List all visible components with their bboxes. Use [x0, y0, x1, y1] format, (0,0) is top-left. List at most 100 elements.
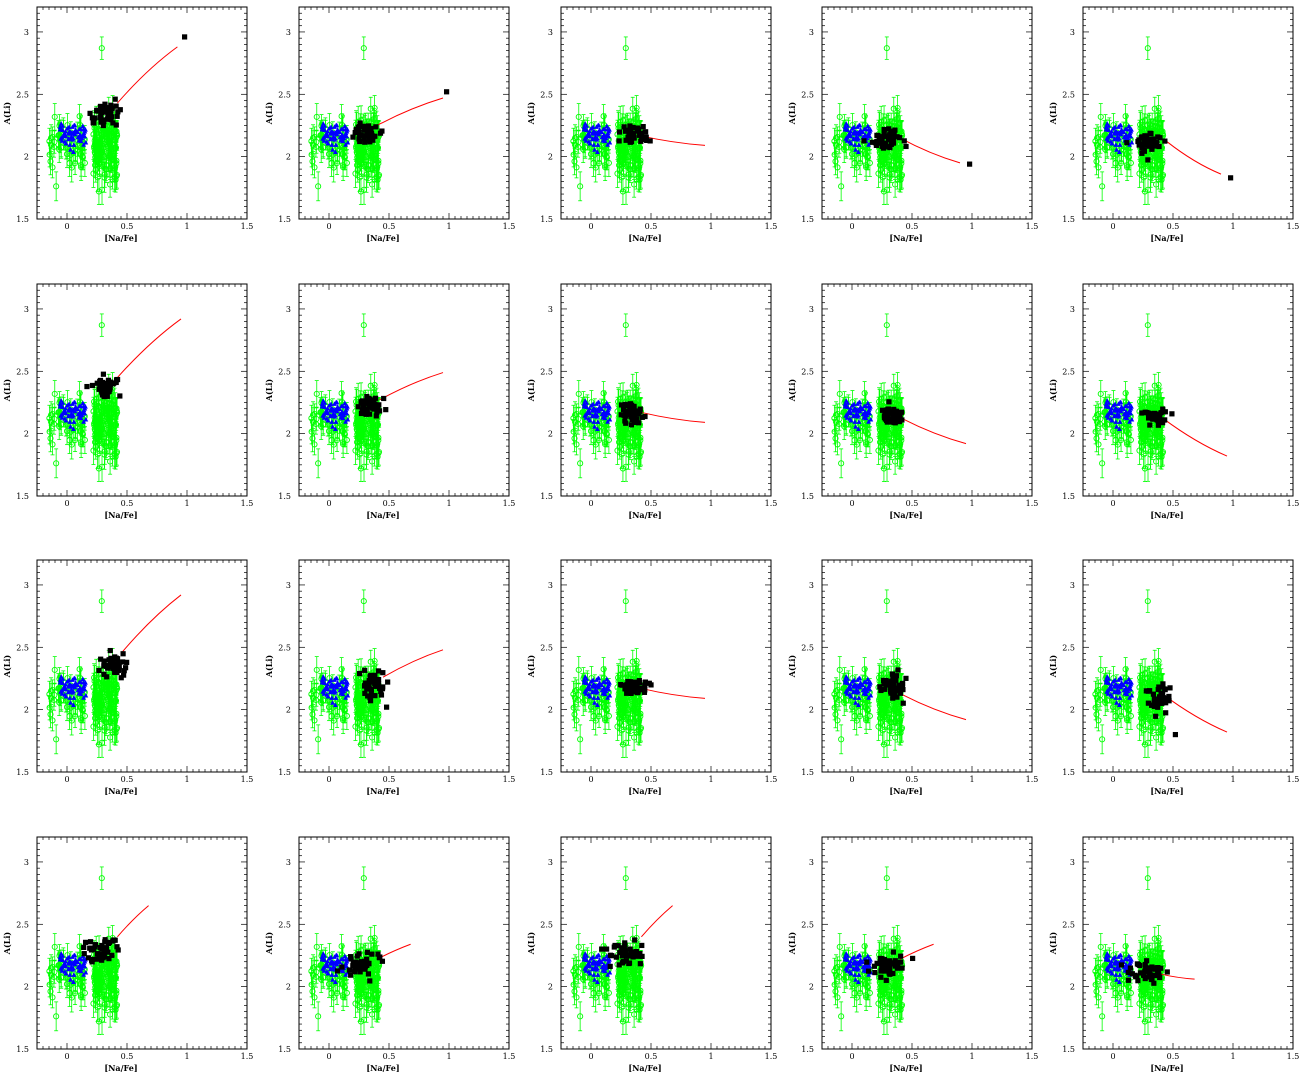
green-point [363, 174, 370, 181]
green-point [637, 172, 645, 179]
blue-point [70, 124, 75, 129]
blue-point [325, 140, 331, 146]
subplot-1-1: 0 0.5 1 1.5 1.5 2 2.5 3 [Na/Fe] A(Li) [2, 6, 253, 243]
black-point [98, 119, 104, 125]
y-tick-label: 1.5 [540, 215, 553, 224]
green-point [1155, 104, 1162, 112]
green-point [1097, 113, 1104, 120]
y-tick-label: 3 [548, 28, 553, 37]
blue-point [333, 142, 339, 147]
blue-point [1122, 126, 1128, 132]
blue-point [593, 135, 599, 140]
blue-point [1119, 127, 1125, 133]
green-point [110, 136, 117, 143]
green-point [1124, 164, 1131, 171]
black-point [626, 131, 632, 138]
subplot-1-3: 0 0.5 1 1.5 1.5 2 2.5 3 [Na/Fe] A(Li) [526, 6, 777, 243]
green-point [1155, 176, 1162, 183]
blue-point [607, 139, 613, 145]
black-point-outlier [444, 89, 450, 95]
green-point [894, 176, 901, 183]
x-tick-label: 1 [446, 222, 451, 231]
black-point [627, 139, 634, 145]
green-point [106, 140, 113, 147]
black-point [370, 137, 376, 143]
black-point [635, 125, 641, 131]
blue-point [590, 136, 596, 141]
blue-point [604, 131, 610, 137]
black-point [640, 124, 646, 130]
green-point [831, 151, 838, 158]
black-point [621, 124, 627, 130]
green-point [1095, 164, 1102, 171]
black-point [644, 137, 650, 143]
x-axis-label: [Na/Fe] [104, 233, 137, 243]
green-point [55, 132, 63, 139]
blue-point [595, 149, 600, 154]
black-point [1136, 142, 1142, 148]
blue-point [335, 127, 341, 133]
green-point [309, 141, 316, 148]
blue-point [66, 136, 72, 141]
subplot-1-2: 0 0.5 1 1.5 1.5 2 2.5 3 [Na/Fe] A(Li) [264, 6, 516, 243]
blue-point [604, 123, 610, 129]
x-tick-label: 0.5 [645, 222, 658, 231]
green-point [78, 164, 85, 171]
blue-point [1114, 147, 1119, 152]
blue-point [1109, 133, 1115, 139]
black-point-outlier [182, 34, 188, 40]
blue-point [80, 123, 86, 129]
blue-point [601, 132, 607, 137]
green-point [898, 173, 905, 180]
green-point [1159, 128, 1166, 135]
green-point [570, 151, 577, 158]
green-point [1144, 45, 1151, 52]
green-point [1114, 164, 1121, 171]
black-point-outlier [967, 161, 973, 167]
blue-point [848, 133, 854, 139]
blue-point [856, 142, 862, 147]
green-point [894, 104, 901, 112]
green-point [76, 113, 83, 120]
x-tick-label: 0.5 [1167, 222, 1180, 231]
green-point [630, 165, 638, 172]
blue-point [331, 135, 337, 140]
black-point [1142, 133, 1148, 139]
black-point [1139, 141, 1145, 147]
x-axis-label: [Na/Fe] [1150, 233, 1183, 243]
black-point [886, 126, 892, 132]
blue-point [1112, 124, 1118, 129]
x-tick-label: 0 [1110, 222, 1115, 231]
green-point [861, 113, 868, 120]
blue-point [63, 133, 69, 139]
blue-point [865, 131, 871, 137]
blue-point [591, 142, 597, 147]
black-point [629, 134, 635, 140]
green-point [113, 172, 121, 179]
blue-point [330, 131, 336, 136]
blue-point [328, 136, 334, 141]
black-point [876, 135, 882, 141]
x-tick-label: 1.5 [503, 222, 516, 231]
y-axis-label: A(Li) [1048, 102, 1058, 126]
green-point [636, 163, 643, 170]
green-point [340, 164, 347, 171]
black-point [1124, 140, 1130, 146]
blue-point [71, 149, 76, 154]
subplot-1-5: 0 0.5 1 1.5 1.5 2 2.5 3 [Na/Fe] A(Li) [1048, 6, 1299, 243]
black-point [881, 127, 887, 133]
green-point [360, 45, 367, 52]
green-point [571, 141, 578, 148]
black-point [881, 131, 887, 137]
blue-point [1123, 132, 1129, 137]
blue-point [330, 147, 335, 152]
blue-point [345, 139, 351, 145]
y-tick-label: 1.5 [801, 215, 814, 224]
blue-point [71, 142, 77, 147]
y-tick-label: 2.5 [278, 90, 291, 99]
black-point [365, 125, 371, 131]
green-point [622, 45, 629, 52]
plot-area [570, 36, 706, 205]
y-tick-label: 2 [24, 153, 29, 162]
model-curve [1166, 141, 1222, 175]
